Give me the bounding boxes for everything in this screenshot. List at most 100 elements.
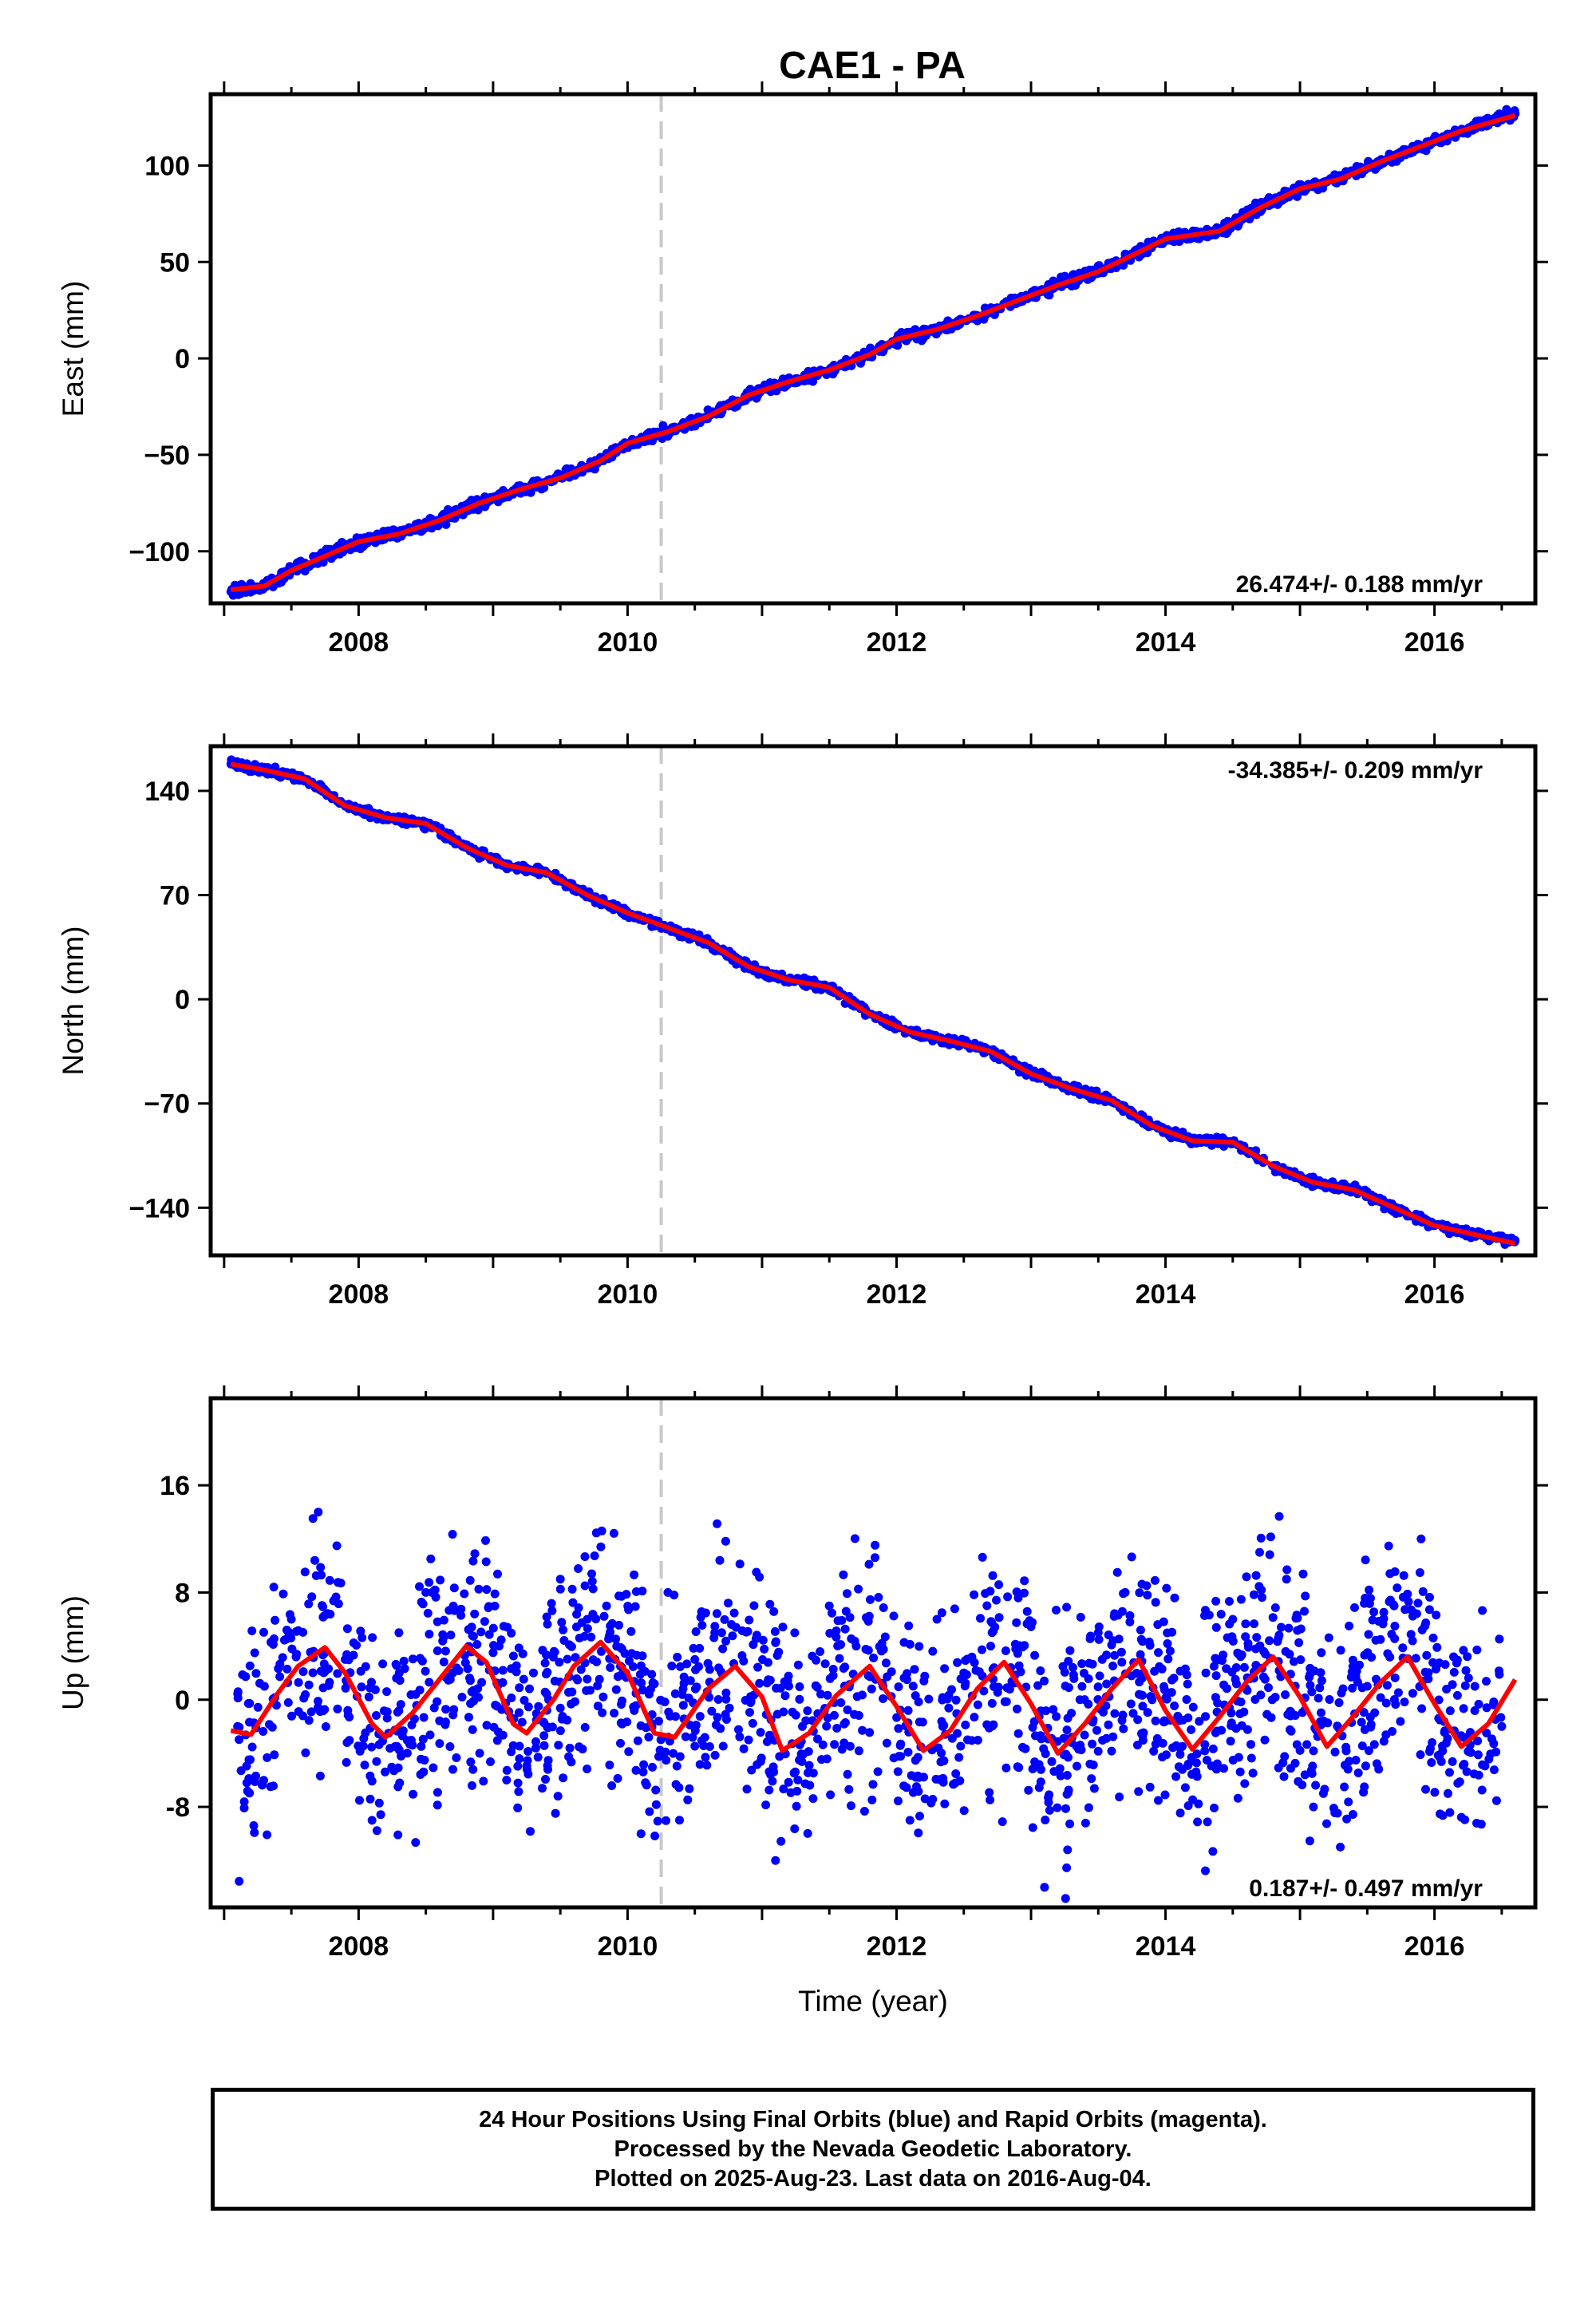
up-observation-dot [778,1622,788,1632]
up-observation-dot [614,1620,624,1630]
up-observation-dot [1175,1716,1184,1725]
up-observation-dot [889,1611,899,1621]
up-observation-dot [1421,1784,1430,1794]
north-y-tick-label: −70 [144,1089,190,1120]
up-observation-dot [841,1607,851,1616]
up-observation-dot [1212,1759,1222,1769]
up-observation-dot [1062,1771,1072,1780]
up-observation-dot [880,1632,890,1642]
up-observation-dot [1424,1668,1433,1678]
up-observation-dot [1473,1750,1483,1760]
up-observation-dot [1279,1772,1289,1781]
figure-title: CAE1 - PA [779,45,966,87]
up-observation-dot [792,1786,802,1796]
up-observation-dot [542,1612,551,1622]
up-observation-dot [868,1780,878,1789]
up-observation-dot [1424,1605,1434,1614]
up-observation-dot [761,1800,771,1810]
up-observation-dot [745,1615,754,1625]
up-x-tick-label: 2016 [1404,1931,1465,1962]
up-observation-dot [1246,1753,1256,1763]
east-observation-dot [703,405,713,414]
up-observation-dot [1211,1596,1221,1606]
north-x-tick-label: 2016 [1404,1279,1465,1310]
up-observation-dot [799,1749,808,1759]
up-observation-dot [638,1587,647,1596]
up-observation-dot [1208,1847,1218,1856]
up-observation-dot [669,1749,678,1758]
up-observation-dot [749,1601,759,1611]
up-observation-dot [1473,1736,1483,1745]
up-observation-dot [503,1622,512,1632]
up-observation-dot [656,1735,666,1745]
up-observation-dot [867,1795,877,1804]
east-x-tick-label: 2016 [1404,627,1465,658]
up-observation-dot [488,1623,498,1633]
up-observation-dot [1393,1688,1403,1697]
up-observation-point [1444,1788,1452,1798]
up-observation-dot [1330,1747,1340,1757]
up-observation-dot [1425,1592,1434,1602]
up-observation-dot [493,1569,502,1579]
up-observation-dot [259,1776,268,1785]
up-observation-dot [1324,1633,1333,1642]
up-observation-dot [985,1788,994,1797]
up-observation-dot [541,1775,550,1784]
up-observation-dot [683,1795,693,1804]
up-observation-dot [1459,1704,1468,1713]
up-observation-dot [1150,1666,1159,1676]
up-observation-dot [905,1639,915,1649]
up-observation-dot [877,1646,887,1656]
up-observation-dot [913,1753,922,1762]
up-observation-dot [1088,1739,1097,1749]
up-observation-dot [1296,1624,1306,1634]
up-observation-dot [861,1645,871,1654]
up-observation-dot [547,1599,556,1608]
east-observation-dot [443,505,452,514]
up-observation-point [636,1829,646,1839]
up-observation-dot [1137,1729,1146,1738]
up-observation-dot [725,1703,734,1713]
up-observation-dot [631,1765,641,1775]
up-observation-dot [1188,1702,1198,1712]
up-observation-dot [599,1611,609,1621]
up-observation-dot [753,1760,762,1769]
up-observation-dot [1400,1697,1409,1707]
up-observation-dot [468,1556,478,1566]
up-observation-dot [934,1743,943,1753]
up-observation-dot [1317,1708,1325,1717]
up-observation-dot [1203,1817,1212,1827]
up-observation-dot [307,1592,317,1602]
up-observation-dot [1132,1741,1142,1750]
up-observation-dot [651,1800,661,1809]
up-observation-dot [828,1665,838,1674]
up-observation-dot [1145,1641,1155,1650]
up-observation-dot [1017,1642,1027,1652]
up-observation-dot [795,1694,804,1704]
up-observation-dot [423,1608,433,1618]
up-observation-dot [492,1736,502,1745]
up-observation-dot [865,1728,875,1737]
up-observation-dot [572,1610,582,1619]
up-observation-dot [567,1699,576,1709]
up-observation-dot [470,1609,480,1618]
up-observation-dot [755,1678,764,1688]
up-observation-dot [1028,1765,1037,1773]
up-observation-dot [543,1756,553,1765]
up-observation-dot [1348,1662,1357,1671]
east-observation-dot [337,538,346,547]
up-observation-dot [531,1743,540,1753]
up-observation-dot [894,1682,903,1692]
up-observation-dot [679,1678,689,1688]
up-observation-dot [1427,1758,1436,1767]
up-observation-dot [994,1613,1004,1622]
up-observation-dot [1084,1699,1093,1709]
up-observation-dot [960,1682,970,1691]
up-observation-point [259,1682,269,1691]
up-observation-dot [283,1697,293,1707]
up-observation-dot [233,1687,243,1697]
up-observation-dot [387,1762,397,1772]
up-observation-dot [1187,1725,1196,1734]
up-observation-dot [839,1570,848,1579]
up-observation-dot [333,1669,342,1678]
